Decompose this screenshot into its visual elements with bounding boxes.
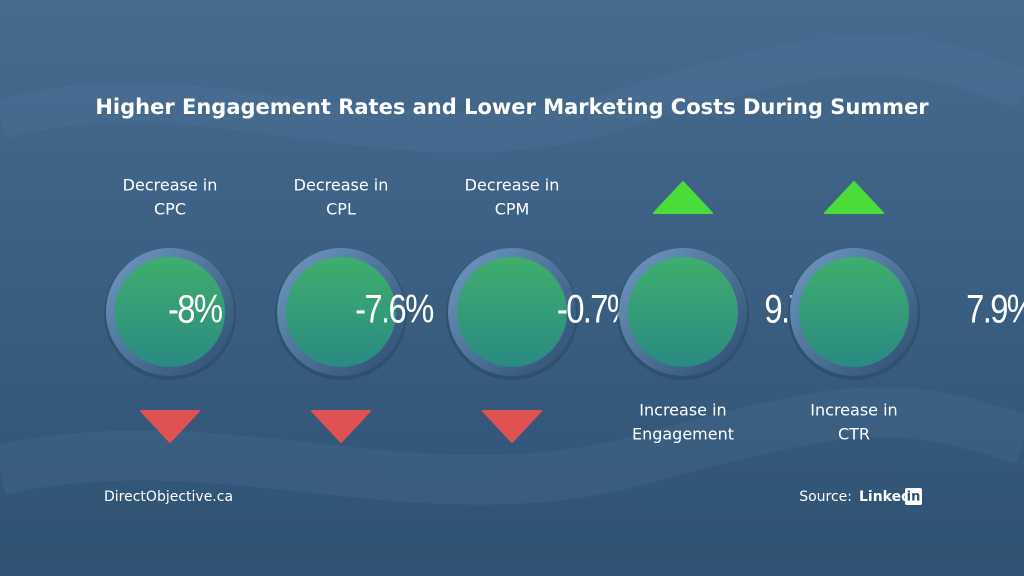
metric-value: 7.9% xyxy=(966,286,1024,331)
source-brand: Linked xyxy=(859,489,911,505)
up-arrow xyxy=(653,181,713,214)
brand-box xyxy=(905,488,922,505)
disc xyxy=(628,257,738,367)
metric-value: -7.6% xyxy=(355,286,434,331)
metric-label: CTR xyxy=(838,425,870,444)
metric-value: -8% xyxy=(168,286,223,331)
disc xyxy=(115,257,225,367)
metric-label: Engagement xyxy=(632,425,734,444)
website: DirectObjective.ca xyxy=(104,489,233,505)
metric-label: CPL xyxy=(326,200,356,219)
disc xyxy=(799,257,909,367)
down-arrow xyxy=(482,410,542,443)
up-arrow xyxy=(824,181,884,214)
down-arrow xyxy=(140,410,200,443)
metric-label: Decrease in xyxy=(465,176,560,195)
metric-label: Increase in xyxy=(810,401,897,420)
source-brand-box: in xyxy=(907,490,921,505)
disc xyxy=(286,257,396,367)
metric-label: Decrease in xyxy=(294,176,389,195)
metric-label: Decrease in xyxy=(123,176,218,195)
metric-label: CPC xyxy=(154,200,186,219)
disc xyxy=(457,257,567,367)
background-wave xyxy=(0,34,1024,153)
background-wave xyxy=(0,387,1024,505)
metric-label: CPM xyxy=(495,200,530,219)
metric-label: Increase in xyxy=(639,401,726,420)
source-label: Source: xyxy=(799,489,852,505)
title: Higher Engagement Rates and Lower Market… xyxy=(95,95,929,119)
down-arrow xyxy=(311,410,371,443)
